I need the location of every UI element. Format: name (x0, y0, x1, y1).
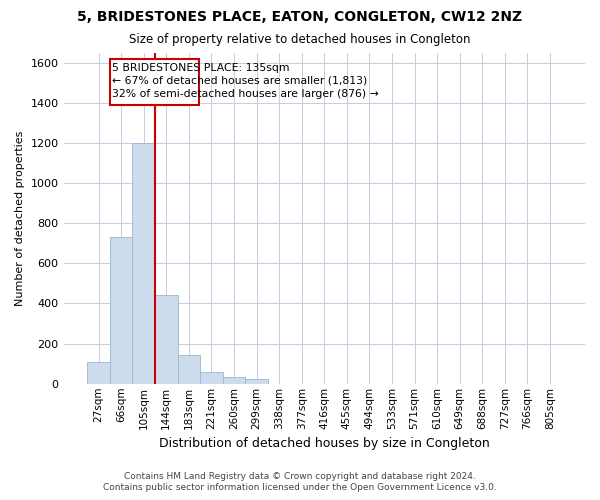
Y-axis label: Number of detached properties: Number of detached properties (15, 130, 25, 306)
FancyBboxPatch shape (110, 58, 199, 104)
Bar (87, 362, 110, 384)
Bar (133, 143, 155, 384)
Bar (110, 237, 133, 384)
Bar (178, 354, 200, 384)
Text: 5 BRIDESTONES PLACE: 135sqm
← 67% of detached houses are smaller (1,813)
32% of : 5 BRIDESTONES PLACE: 135sqm ← 67% of det… (112, 62, 379, 99)
X-axis label: Distribution of detached houses by size in Congleton: Distribution of detached houses by size … (159, 437, 490, 450)
Text: 5, BRIDESTONES PLACE, EATON, CONGLETON, CW12 2NZ: 5, BRIDESTONES PLACE, EATON, CONGLETON, … (77, 10, 523, 24)
Bar (200, 372, 223, 384)
Bar (223, 376, 245, 384)
Bar (155, 296, 178, 384)
Text: Size of property relative to detached houses in Congleton: Size of property relative to detached ho… (129, 32, 471, 46)
Text: Contains HM Land Registry data © Crown copyright and database right 2024.
Contai: Contains HM Land Registry data © Crown c… (103, 472, 497, 492)
Bar (245, 378, 268, 384)
